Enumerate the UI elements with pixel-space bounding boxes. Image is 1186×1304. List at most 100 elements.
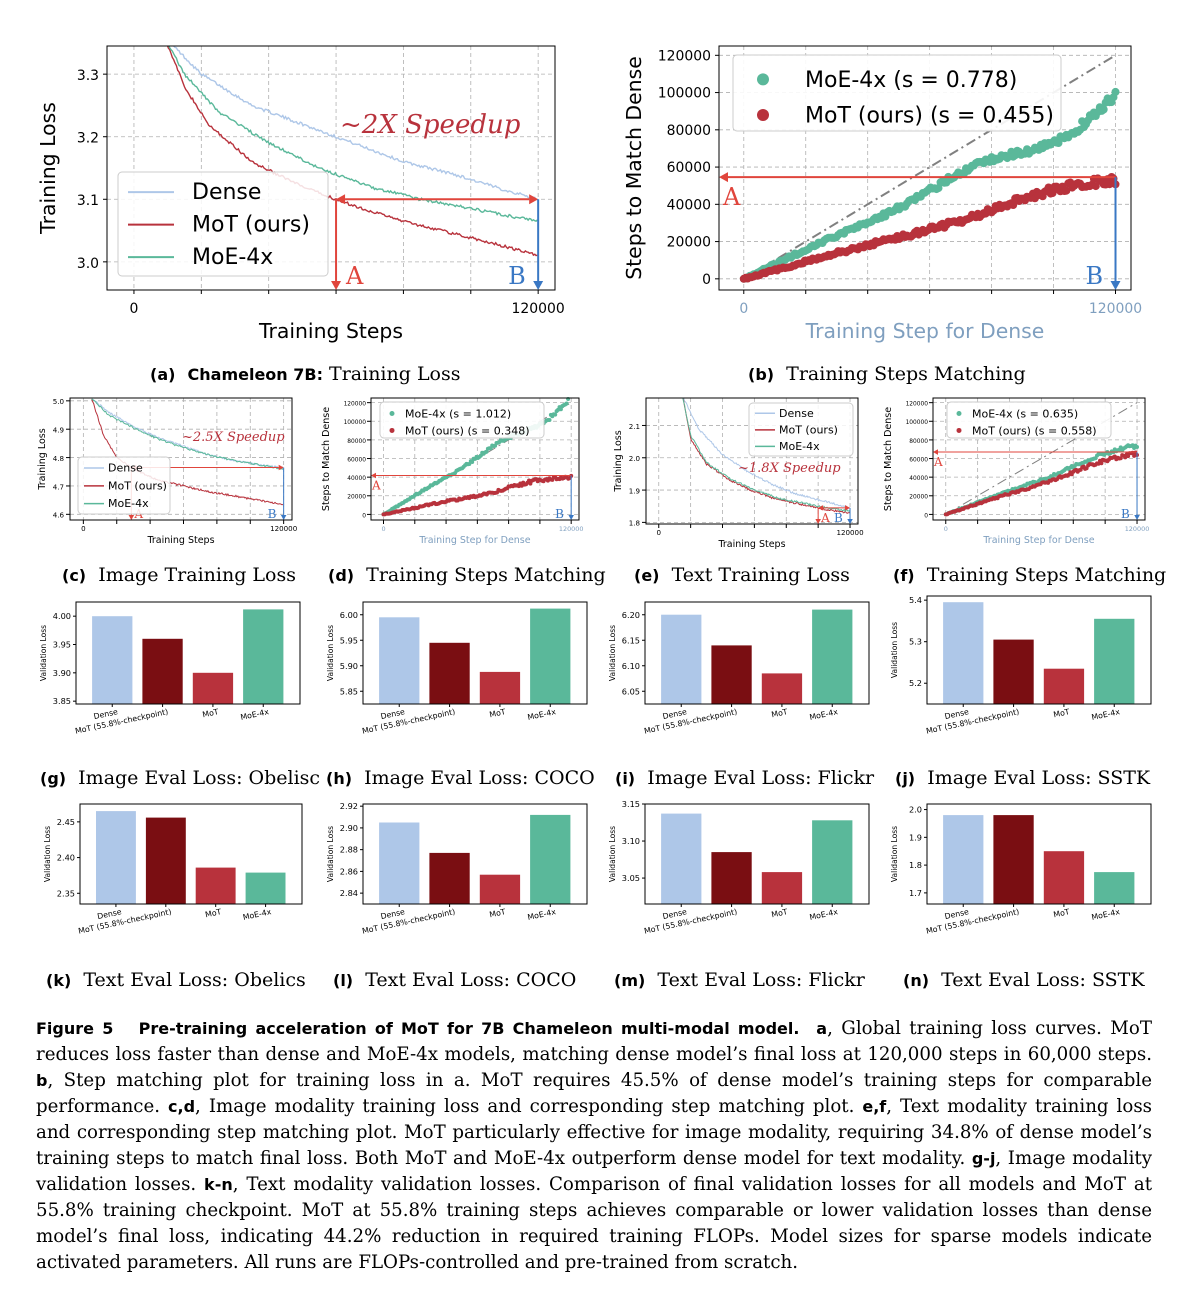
- panel-title: Image Eval Loss: Flickr: [647, 767, 875, 789]
- x-tick-label: 120000: [559, 525, 584, 533]
- scatter-point: [564, 401, 569, 406]
- legend-label: MoE-4x (s = 1.012): [405, 407, 511, 420]
- marker-a: A: [820, 511, 830, 525]
- panel-letter: (m): [614, 971, 646, 990]
- bar: [812, 820, 853, 904]
- y-axis-label: Training Loss: [36, 102, 60, 235]
- legend-label: MoE-4x (s = 0.778): [805, 68, 1017, 93]
- caption-text: , Text modality training loss and corres…: [36, 1096, 1152, 1169]
- speedup-annotation: ~2X Speedup: [340, 110, 521, 140]
- x-tick-label: MoT: [771, 707, 789, 719]
- marker-a: A: [371, 479, 381, 493]
- panel-title: Text Eval Loss: Flickr: [657, 969, 865, 991]
- bar: [1043, 668, 1085, 704]
- plot-area: [166, 46, 538, 257]
- bar: [379, 822, 420, 904]
- scatter-point: [558, 407, 563, 412]
- panel-title: Text Eval Loss: Obelics: [83, 969, 306, 991]
- bar: [761, 673, 803, 704]
- x-tick-label: 0: [656, 528, 661, 537]
- y-tick-label: 60000: [909, 457, 928, 463]
- series-line: [91, 398, 284, 470]
- y-tick-label: 80000: [909, 439, 928, 445]
- series-line: [166, 46, 538, 257]
- plot-frame: [106, 45, 556, 291]
- y-tick-label: 6.15: [622, 635, 640, 645]
- arrow-head: [371, 472, 376, 479]
- scatter-point: [470, 460, 475, 464]
- y-tick-label: 0: [924, 513, 928, 519]
- arrow-head: [933, 449, 938, 455]
- panel-letter: (k): [46, 971, 72, 990]
- x-axis-label: Training Step for Dense: [805, 319, 1045, 343]
- legend-box: [77, 456, 171, 515]
- panel-letter: (f): [893, 566, 915, 585]
- arrow-head: [847, 519, 853, 524]
- y-tick-label: 120000: [658, 48, 711, 64]
- y-tick-label: 2.84: [340, 888, 358, 898]
- x-tick-label: MoT: [204, 907, 222, 919]
- panel-caption-l: (l) Text Eval Loss: COCO: [333, 969, 576, 991]
- plot-frame: [644, 601, 870, 705]
- x-tick-label: MoT: [1053, 707, 1071, 719]
- panel-caption-j: (j) Image Eval Loss: SSTK: [895, 767, 1150, 789]
- y-axis-label: Validation Loss: [608, 625, 617, 681]
- legend-label: MoT (ours) (s = 0.455): [805, 104, 1054, 129]
- panel-caption-c: (c) Image Training Loss: [62, 564, 296, 586]
- y-tick-label: 3.10: [622, 836, 640, 846]
- y-tick-label: 3.95: [53, 640, 71, 650]
- marker-a: A: [722, 183, 741, 211]
- marker-b: B: [268, 507, 277, 521]
- x-tick-label: MoE-4x: [527, 707, 557, 722]
- plot-frame: [75, 601, 301, 705]
- y-axis-label: Validation Loss: [890, 622, 899, 678]
- y-tick-label: 5.85: [340, 686, 358, 696]
- scatter-points: [943, 443, 1139, 517]
- panel-letter: (a): [150, 365, 176, 384]
- caption-panel-ref: k-n: [204, 1175, 233, 1194]
- y-tick-label: 6.10: [622, 661, 640, 671]
- x-tick-label: MoE-4x: [809, 707, 839, 722]
- panel-letter: (c): [62, 566, 87, 585]
- y-axis-label: Training Loss: [613, 430, 624, 492]
- panel-title: Text Eval Loss: COCO: [365, 969, 577, 991]
- x-tick-label: MoT: [489, 707, 507, 719]
- x-axis-label: Training Step for Dense: [418, 535, 530, 546]
- scatter-point: [1111, 87, 1120, 96]
- x-tick-label: MoE-4x: [240, 707, 270, 722]
- caption-panel-ref: c,d: [168, 1097, 196, 1116]
- panel-caption-h: (h) Image Eval Loss: COCO: [326, 767, 595, 789]
- panel-caption-a: (a) Chameleon 7B: Training Loss: [150, 363, 461, 385]
- panel-caption-b: (b) Training Steps Matching: [748, 363, 1026, 385]
- arrow-head: [529, 194, 539, 205]
- legend-marker: [757, 109, 769, 122]
- y-axis-label: Validation Loss: [890, 826, 899, 882]
- arrow-head: [278, 464, 284, 471]
- panel-title: Text Training Loss: [671, 564, 850, 586]
- bar: [92, 616, 133, 704]
- caption-text: , Global training loss curves. MoT reduc…: [36, 1018, 1152, 1065]
- scatter-point: [1009, 201, 1018, 209]
- bar: [761, 872, 803, 904]
- x-tick-label: 120000: [1125, 525, 1150, 533]
- bar: [661, 614, 702, 704]
- x-tick-label: 0: [81, 524, 86, 533]
- caption-text: , Image modality training loss and corre…: [195, 1096, 863, 1117]
- legend-marker: [389, 411, 395, 417]
- chart-d: A B 0 20000 40000 60000 80000 100000 120000 0 1200…: [321, 397, 584, 546]
- arrow-head: [128, 515, 135, 520]
- x-tick-label: MoE-4x: [1091, 907, 1121, 922]
- bar: [479, 671, 521, 704]
- marker-a: A: [933, 455, 943, 469]
- bar: [530, 814, 571, 904]
- chart-a: A B ~2X Speedup 3.0 3.1 3.2 3.3 0 120000 Training…: [36, 45, 565, 343]
- legend-label: Dense: [108, 462, 143, 475]
- speedup-annotation: ~2.5X Speedup: [182, 430, 285, 445]
- y-tick-label: 40000: [347, 476, 366, 482]
- caption-panel-ref: a: [816, 1019, 828, 1038]
- chart-c: AB~2.5X Speedup4.64.74.84.95.00120000Tra…: [37, 397, 298, 546]
- y-axis-label: Training Loss: [37, 428, 48, 490]
